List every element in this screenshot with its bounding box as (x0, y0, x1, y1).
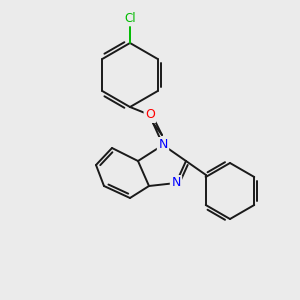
Text: Cl: Cl (124, 11, 136, 25)
Text: O: O (145, 109, 155, 122)
Text: N: N (158, 139, 168, 152)
Text: N: N (171, 176, 181, 190)
